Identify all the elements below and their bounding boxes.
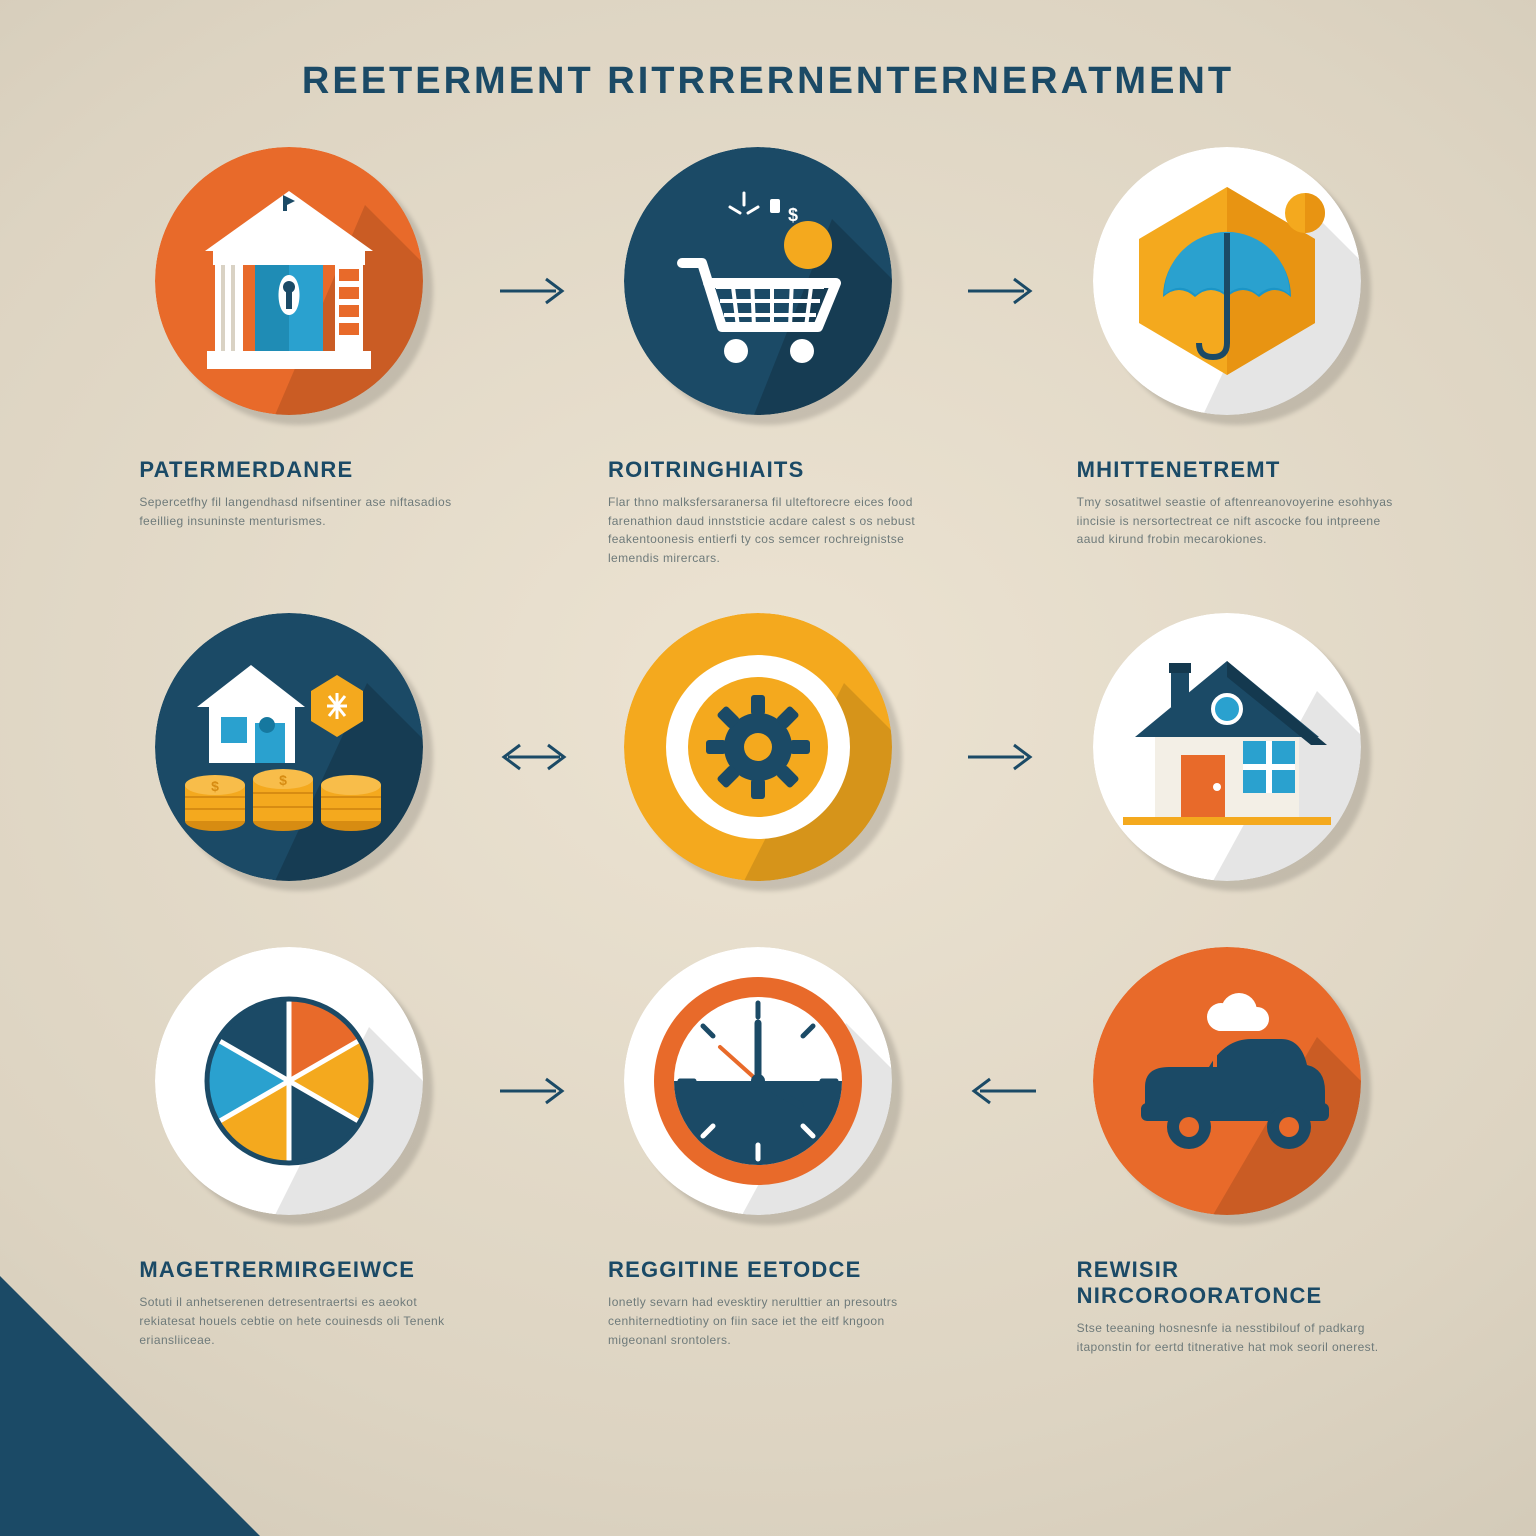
item-label: REGGITINE EETODCE xyxy=(608,1257,928,1283)
item-house xyxy=(1047,613,1426,901)
arrow xyxy=(957,147,1047,435)
house-coins-icon: $ $ xyxy=(155,613,443,901)
svg-text:$: $ xyxy=(788,205,798,225)
item-label: MHITTENETREMT xyxy=(1077,457,1397,483)
item-label: ROITRINGHIAITS xyxy=(608,457,928,483)
arrow xyxy=(489,947,579,1235)
bank-icon xyxy=(155,147,443,435)
item-body: Stse teeaning hosnesnfe ia nesstibilouf … xyxy=(1077,1319,1397,1356)
shopping-cart-icon: $ xyxy=(624,147,912,435)
item-coins: $ $ xyxy=(110,613,489,901)
gear-icon xyxy=(624,613,912,901)
item-label: PATERMERDANRE xyxy=(139,457,459,483)
car-icon xyxy=(1093,947,1381,1235)
item-body: Ionetly sevarn had evesktiry nerulttier … xyxy=(608,1293,928,1349)
pie-chart-icon xyxy=(155,947,443,1235)
arrow xyxy=(489,613,579,901)
item-body: Tmy sosatitwel seastie of aftenreanovoye… xyxy=(1077,493,1397,549)
item-label: REWISIR NIRCOROORATONCE xyxy=(1077,1257,1397,1309)
clock-icon xyxy=(624,947,912,1235)
item-car: REWISIR NIRCOROORATONCE Stse teeaning ho… xyxy=(1047,947,1426,1356)
item-shield: MHITTENETREMT Tmy sosatitwel seastie of … xyxy=(1047,147,1426,549)
arrow xyxy=(957,947,1047,1235)
arrow xyxy=(489,147,579,435)
shield-icon xyxy=(1093,147,1381,435)
item-bank: PATERMERDANRE Sepercetfhy fil langendhas… xyxy=(110,147,489,530)
svg-text:$: $ xyxy=(211,778,219,794)
arrow xyxy=(957,613,1047,901)
item-clock: REGGITINE EETODCE Ionetly sevarn had eve… xyxy=(579,947,958,1349)
grid: PATERMERDANRE Sepercetfhy fil langendhas… xyxy=(110,147,1426,1357)
item-label: MAGETRERMIRGEIWCE xyxy=(139,1257,459,1283)
item-body: Sepercetfhy fil langendhasd nifsentiner … xyxy=(139,493,459,530)
infographic: REETERMENT RITRRERNENTERNERATMENT xyxy=(0,0,1536,1536)
page-title: REETERMENT RITRRERNENTERNERATMENT xyxy=(110,60,1426,103)
house-icon xyxy=(1093,613,1381,901)
item-pie: MAGETRERMIRGEIWCE Sotuti il anhetserenen… xyxy=(110,947,489,1349)
item-body: Sotuti il anhetserenen detresentraertsi … xyxy=(139,1293,459,1349)
svg-text:$: $ xyxy=(279,772,287,788)
item-cart: $ xyxy=(579,147,958,567)
item-body: Flar thno malksfersaranersa fil ulteftor… xyxy=(608,493,928,567)
item-gear xyxy=(579,613,958,901)
